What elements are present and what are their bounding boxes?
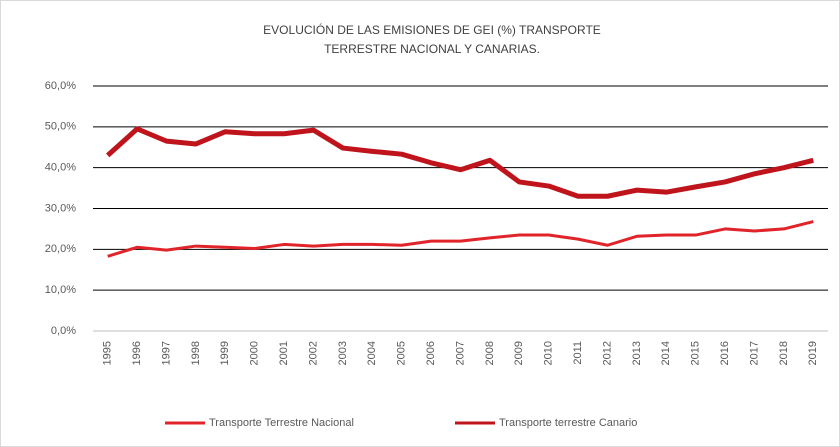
- y-tick-label: 20,0%: [45, 243, 76, 255]
- x-tick-label: 2002: [307, 341, 319, 365]
- x-tick-label: 2010: [543, 341, 555, 365]
- x-tick-label: 2005: [396, 341, 408, 365]
- x-tick-label: 1998: [190, 341, 202, 365]
- y-tick-label: 40,0%: [45, 162, 76, 174]
- x-tick-label: 1995: [102, 341, 114, 365]
- x-tick-label: 1996: [131, 341, 143, 365]
- x-tick-label: 2015: [690, 341, 702, 365]
- x-tick-label: 2004: [366, 341, 378, 365]
- y-tick-label: 30,0%: [45, 202, 76, 214]
- chart-title: EVOLUCIÓN DE LAS EMISIONES DE GEI (%) TR…: [263, 22, 601, 37]
- x-tick-label: 2007: [454, 341, 466, 365]
- x-tick-label: 2019: [807, 341, 819, 365]
- series-line: [106, 126, 814, 199]
- x-tick-label: 2017: [748, 341, 760, 365]
- y-tick-label: 0,0%: [51, 325, 76, 337]
- legend-label: Transporte terrestre Canario: [499, 417, 637, 429]
- legend-label: Transporte Terrestre Nacional: [209, 417, 354, 429]
- x-tick-label: 2016: [719, 341, 731, 365]
- chart-title: TERRESTRE NACIONAL Y CANARIAS.: [324, 42, 540, 56]
- x-tick-label: 2012: [601, 341, 613, 365]
- x-tick-label: 2008: [484, 341, 496, 365]
- x-tick-label: 2009: [513, 341, 525, 365]
- x-tick-label: 2013: [631, 341, 643, 365]
- x-tick-label: 2003: [337, 341, 349, 365]
- y-tick-label: 10,0%: [45, 284, 76, 296]
- x-tick-label: 2018: [778, 341, 790, 365]
- x-tick-label: 2006: [425, 341, 437, 365]
- x-tick-label: 2014: [660, 341, 672, 365]
- x-tick-label: 2000: [249, 341, 261, 365]
- x-tick-label: 2001: [278, 341, 290, 365]
- y-tick-label: 60,0%: [45, 80, 76, 92]
- y-tick-label: 50,0%: [45, 121, 76, 133]
- x-tick-label: 1999: [219, 341, 231, 365]
- series-line: [107, 220, 814, 258]
- x-tick-label: 1997: [160, 341, 172, 365]
- x-tick-label: 2011: [572, 341, 584, 365]
